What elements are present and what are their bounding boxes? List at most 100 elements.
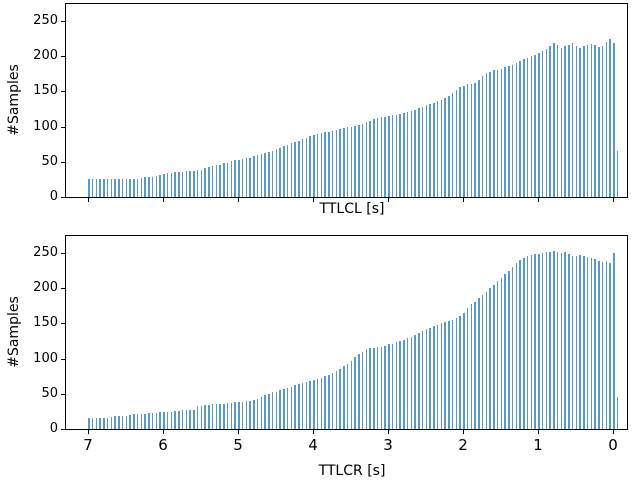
histogram-bar	[178, 171, 180, 197]
histogram-bar	[114, 416, 116, 429]
histogram-bar	[609, 38, 611, 197]
histogram-bar	[395, 114, 398, 197]
x-tick-mark	[313, 430, 314, 434]
y-tick-mark	[61, 429, 65, 430]
histogram-bar	[613, 252, 615, 429]
histogram-bar	[208, 405, 210, 429]
x-tick-mark	[613, 430, 614, 434]
histogram-bar	[560, 252, 563, 429]
histogram-bar	[181, 171, 184, 197]
histogram-bar	[425, 328, 428, 429]
y-tick-label: 0	[49, 421, 58, 436]
histogram-bar	[118, 179, 120, 197]
x-tick-mark	[238, 430, 239, 434]
x-tick-mark	[388, 430, 389, 434]
x-tick-mark	[88, 430, 89, 434]
histogram-bar	[463, 312, 465, 429]
y-tick-mark	[61, 126, 65, 128]
histogram-bar	[571, 43, 574, 197]
histogram-bar	[155, 412, 158, 429]
histogram-bar	[118, 416, 120, 429]
histogram-bar	[226, 162, 229, 197]
histogram-bar	[249, 400, 251, 429]
histogram-bar	[283, 388, 285, 429]
histogram-bar	[234, 402, 236, 429]
histogram-bar	[249, 157, 251, 197]
histogram-bar	[564, 46, 566, 197]
histogram-bar	[575, 256, 578, 429]
histogram-bar	[99, 179, 101, 197]
histogram-bar	[234, 160, 236, 197]
histogram-bar	[541, 252, 544, 429]
histogram-bar	[219, 403, 221, 429]
histogram-bar	[114, 179, 116, 197]
histogram-bar	[230, 161, 233, 197]
histogram-bar	[301, 139, 304, 197]
x-tick-label: 3	[383, 436, 393, 454]
histogram-bar	[493, 70, 495, 197]
y-tick-label: 250	[33, 12, 58, 28]
histogram-bar	[493, 284, 495, 429]
histogram-bar	[260, 154, 263, 197]
histogram-bar	[545, 252, 548, 429]
histogram-bar	[421, 331, 424, 429]
histogram-bar	[151, 412, 154, 429]
histogram-bar	[230, 402, 233, 429]
histogram-bar	[376, 118, 379, 197]
histogram-bar	[504, 274, 506, 429]
histogram-bar	[110, 417, 113, 429]
histogram-bar	[238, 159, 240, 197]
histogram-bar	[384, 345, 386, 429]
histogram-bar	[418, 332, 420, 429]
histogram-bar	[534, 54, 536, 197]
histogram-bar	[211, 166, 214, 197]
histogram-bar	[511, 267, 514, 429]
y-tick-label: 0	[49, 189, 58, 204]
histogram-bar	[91, 179, 94, 197]
histogram-bar	[598, 46, 600, 197]
y-tick-mark	[61, 56, 65, 58]
x-tick-mark	[613, 198, 614, 202]
histogram-bar	[538, 52, 540, 197]
histogram-bar	[399, 340, 401, 429]
histogram-bar	[328, 374, 330, 429]
histogram-bar	[463, 85, 465, 197]
histogram-bar	[380, 346, 383, 429]
histogram-bar	[410, 336, 413, 429]
histogram-bar	[238, 402, 240, 429]
histogram-bar	[260, 397, 263, 429]
histogram-bar	[436, 324, 439, 429]
histogram-bar	[361, 351, 364, 429]
histogram-bar	[459, 87, 461, 197]
histogram-bar	[226, 402, 229, 429]
histogram-bar	[376, 347, 379, 429]
bottom-x-axis-label: TTLCR [s]	[318, 463, 386, 479]
histogram-bar	[414, 109, 416, 197]
histogram-bar	[541, 51, 544, 197]
histogram-bar	[474, 301, 476, 429]
histogram-bar	[474, 82, 476, 197]
histogram-bar	[579, 47, 581, 197]
top-x-axis-label: TTLCL [s]	[319, 201, 385, 217]
histogram-bar	[534, 254, 536, 429]
histogram-bar	[106, 417, 109, 429]
histogram-bar	[478, 80, 480, 197]
histogram-bar	[448, 321, 450, 429]
histogram-bar	[519, 259, 521, 429]
histogram-bar	[331, 373, 334, 429]
histogram-bar	[594, 44, 596, 197]
histogram-bar	[264, 395, 266, 429]
histogram-bar	[305, 137, 308, 197]
histogram-bar	[133, 178, 135, 197]
histogram-bar	[590, 257, 593, 429]
histogram-bar	[406, 338, 409, 429]
histogram-bar	[350, 126, 353, 197]
histogram-bar	[481, 75, 484, 197]
histogram-bar	[489, 288, 491, 429]
histogram-bar	[294, 142, 296, 197]
histogram-bar	[391, 115, 394, 197]
histogram-bar	[275, 149, 278, 197]
x-tick-mark	[538, 430, 539, 434]
histogram-bar	[324, 132, 326, 197]
histogram-bar	[515, 63, 518, 197]
